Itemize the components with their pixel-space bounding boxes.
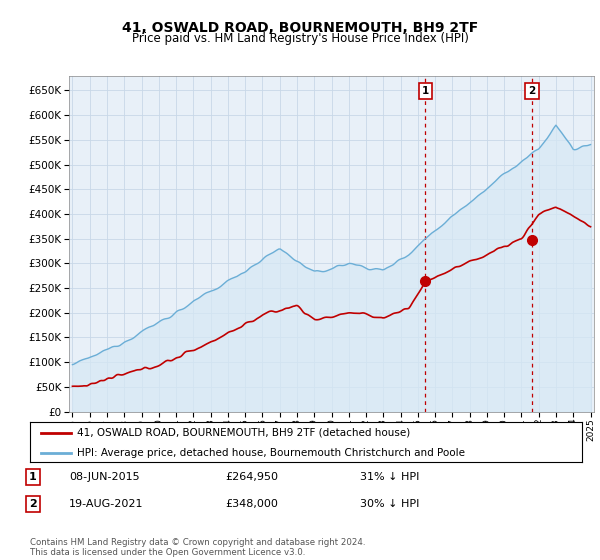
Text: 2: 2: [29, 499, 37, 509]
Text: £264,950: £264,950: [225, 472, 278, 482]
Text: 1: 1: [422, 86, 429, 96]
Text: Price paid vs. HM Land Registry's House Price Index (HPI): Price paid vs. HM Land Registry's House …: [131, 32, 469, 45]
Text: 1: 1: [29, 472, 37, 482]
Text: 31% ↓ HPI: 31% ↓ HPI: [360, 472, 419, 482]
Text: 41, OSWALD ROAD, BOURNEMOUTH, BH9 2TF (detached house): 41, OSWALD ROAD, BOURNEMOUTH, BH9 2TF (d…: [77, 428, 410, 438]
Text: 08-JUN-2015: 08-JUN-2015: [69, 472, 140, 482]
Text: 41, OSWALD ROAD, BOURNEMOUTH, BH9 2TF: 41, OSWALD ROAD, BOURNEMOUTH, BH9 2TF: [122, 21, 478, 35]
Text: Contains HM Land Registry data © Crown copyright and database right 2024.
This d: Contains HM Land Registry data © Crown c…: [30, 538, 365, 557]
Text: 30% ↓ HPI: 30% ↓ HPI: [360, 499, 419, 509]
Text: 2: 2: [529, 86, 536, 96]
Text: 19-AUG-2021: 19-AUG-2021: [69, 499, 143, 509]
Text: HPI: Average price, detached house, Bournemouth Christchurch and Poole: HPI: Average price, detached house, Bour…: [77, 448, 465, 458]
Text: £348,000: £348,000: [225, 499, 278, 509]
